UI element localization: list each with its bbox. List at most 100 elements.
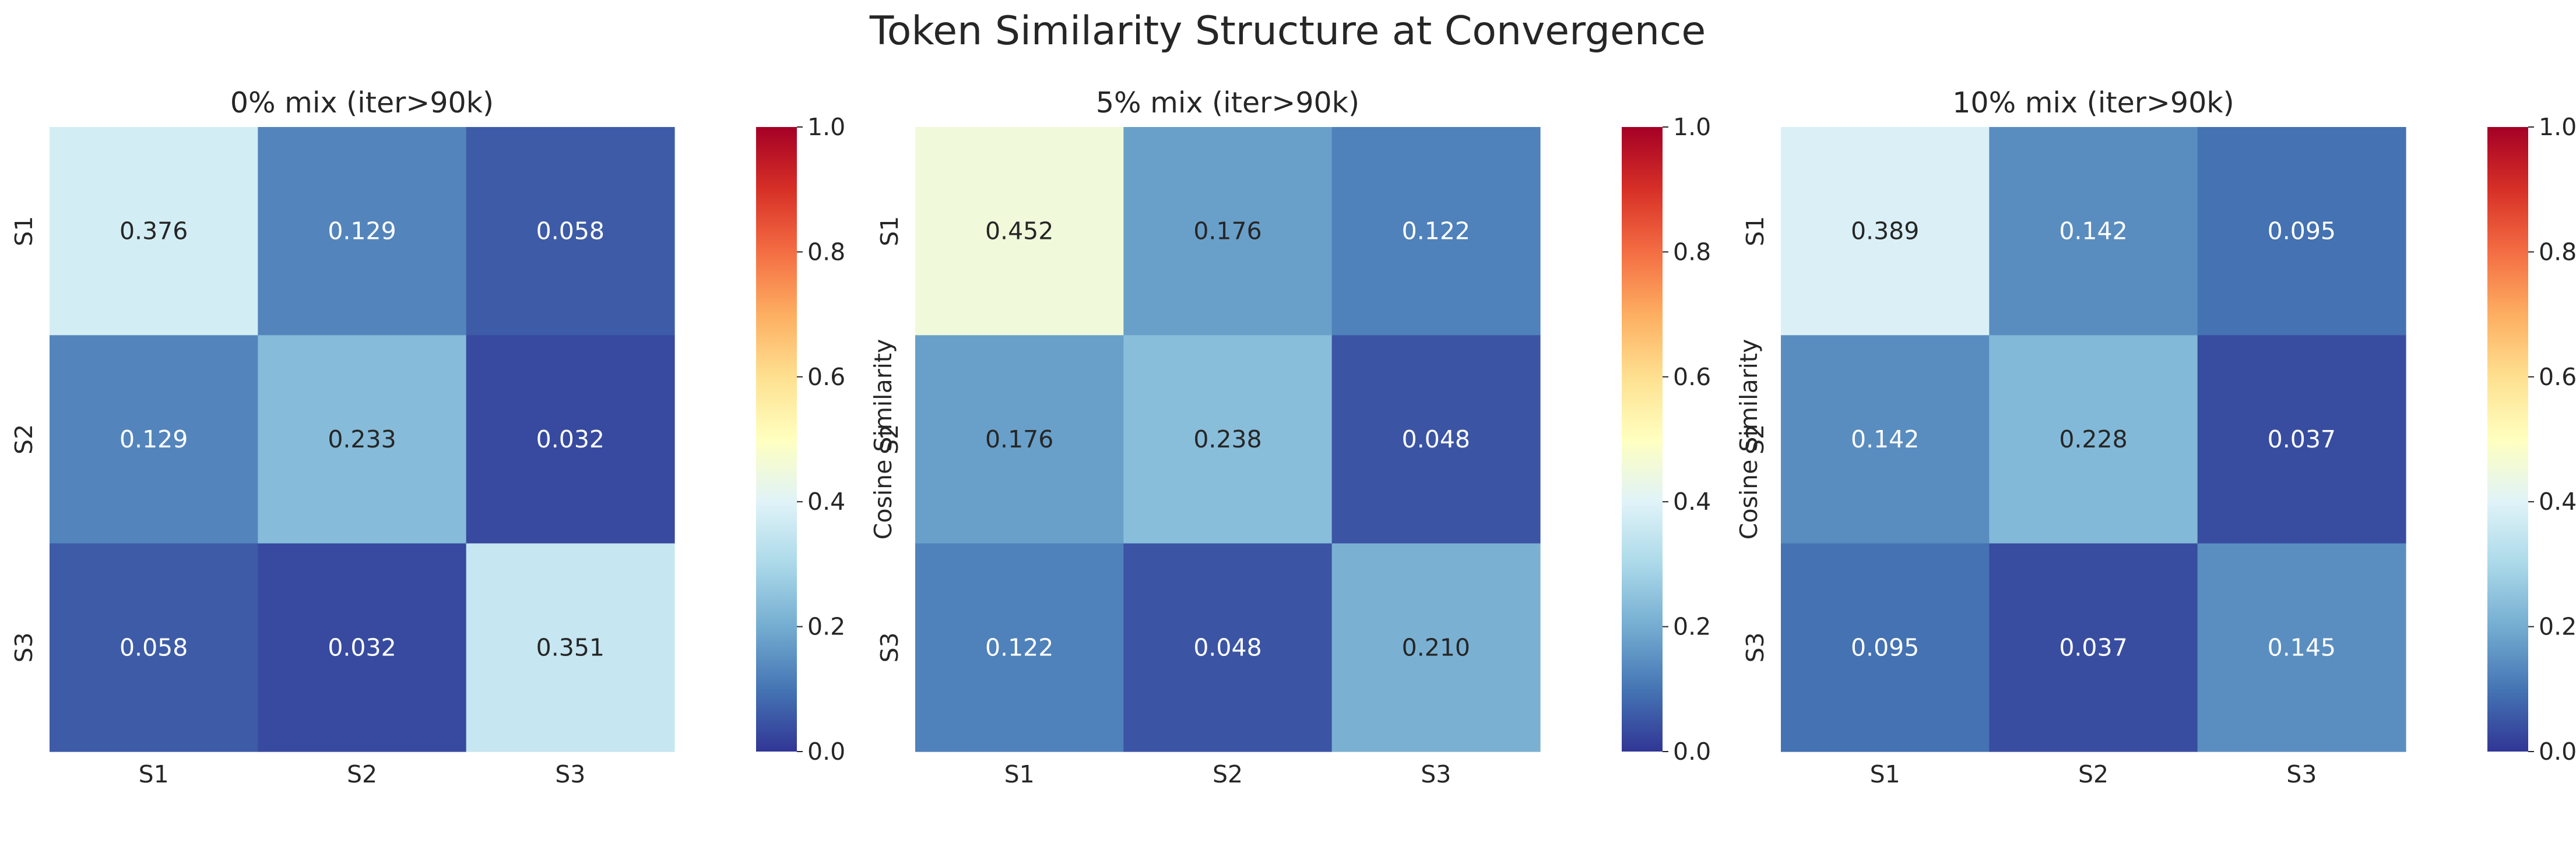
cell-value-label: 0.233 — [328, 425, 396, 453]
colorbar-tick-label: 0.4 — [2539, 488, 2576, 516]
y-tick-label: S1 — [876, 216, 904, 246]
cell-value-label: 0.048 — [1193, 633, 1261, 661]
colorbar — [1622, 127, 1663, 752]
cell-value-label: 0.129 — [328, 217, 396, 245]
heatmap-cell — [50, 543, 258, 752]
cell-value-label: 0.210 — [1402, 633, 1470, 661]
heatmap-panels: 0% mix (iter>90k) 0.376 0.129 0.058 0.129 0.2… — [10, 86, 2576, 788]
x-tick-label: S3 — [2286, 760, 2317, 788]
colorbar-tick-label: 1.0 — [807, 113, 845, 141]
heatmap-cell — [1123, 335, 1333, 544]
colorbar-tick-label: 1.0 — [2539, 113, 2576, 141]
colorbar-tick-label: 0.0 — [2539, 738, 2576, 766]
panel-title: 10% mix (iter>90k) — [1952, 86, 2234, 119]
cell-value-label: 0.176 — [1193, 217, 1261, 245]
colorbar-label: Cosine Similarity — [1735, 339, 1763, 540]
heatmap-cell — [1989, 127, 2198, 336]
colorbar-tick-label: 0.2 — [1673, 613, 1711, 641]
cell-value-label: 0.351 — [536, 633, 605, 661]
heatmap-cell — [2197, 335, 2406, 544]
cell-value-label: 0.037 — [2268, 425, 2336, 453]
panel-title: 5% mix (iter>90k) — [1096, 86, 1359, 119]
x-tick-label: S2 — [1213, 760, 1243, 788]
colorbar-tick-label: 0.2 — [2539, 613, 2576, 641]
x-tick-label: S2 — [347, 760, 377, 788]
cell-value-label: 0.238 — [1193, 425, 1261, 453]
colorbar-tick-label: 0.0 — [1673, 738, 1711, 766]
colorbar-tick-label: 0.2 — [807, 613, 845, 641]
heatmap-cell — [2197, 543, 2406, 752]
y-tick-label: S1 — [10, 216, 38, 246]
heatmap-cell — [1989, 335, 2198, 544]
y-tick-label: S2 — [10, 424, 38, 454]
cell-value-label: 0.142 — [1851, 425, 1919, 453]
heatmap-cell — [50, 335, 258, 544]
colorbar-tick-label: 0.8 — [1673, 238, 1711, 266]
cell-value-label: 0.032 — [536, 425, 605, 453]
colorbar-tick-label: 0.8 — [2539, 238, 2576, 266]
cell-value-label: 0.095 — [2268, 217, 2336, 245]
x-tick-label: S2 — [2078, 760, 2108, 788]
colorbar — [2487, 127, 2528, 752]
x-tick-label: S1 — [1870, 760, 1900, 788]
heatmap-cell — [1331, 543, 1541, 752]
heatmap-cell — [258, 127, 467, 336]
colorbar-tick-label: 0.6 — [1673, 363, 1711, 391]
heatmap-cell — [258, 335, 467, 544]
heatmap-cell — [1331, 127, 1541, 336]
x-tick-label: S3 — [1421, 760, 1451, 788]
cell-value-label: 0.145 — [2268, 633, 2336, 661]
heatmap-cell — [466, 335, 675, 544]
cell-value-label: 0.037 — [2059, 633, 2127, 661]
cell-value-label: 0.389 — [1851, 217, 1919, 245]
colorbar-tick-label: 0.4 — [1673, 488, 1711, 516]
y-tick-label: S3 — [1741, 632, 1769, 662]
heatmap-cell — [1781, 335, 1990, 544]
colorbar-tick-label: 0.6 — [2539, 363, 2576, 391]
colorbar-label: Cosine Similarity — [869, 339, 897, 540]
heatmap-cell — [1989, 543, 2198, 752]
panel-title: 0% mix (iter>90k) — [230, 86, 494, 119]
heatmap-cell — [466, 543, 675, 752]
cell-value-label: 0.129 — [120, 425, 188, 453]
heatmap-cell — [258, 543, 467, 752]
cell-value-label: 0.376 — [120, 217, 188, 245]
colorbar-tick-label: 0.8 — [807, 238, 845, 266]
heatmap-cell — [1781, 127, 1990, 336]
heatmap-cell — [1331, 335, 1541, 544]
cell-value-label: 0.452 — [985, 217, 1053, 245]
cell-value-label: 0.032 — [328, 633, 396, 661]
heatmap-cell — [915, 127, 1124, 336]
heatmap-panel-2: 5% mix (iter>90k) 0.452 0.176 0.122 0.176 0.2… — [876, 86, 1763, 788]
y-tick-label: S1 — [1741, 216, 1769, 246]
cell-value-label: 0.095 — [1851, 633, 1919, 661]
cell-value-label: 0.122 — [985, 633, 1053, 661]
x-tick-label: S3 — [555, 760, 585, 788]
cell-value-label: 0.058 — [120, 633, 188, 661]
cell-value-label: 0.048 — [1402, 425, 1470, 453]
cell-value-label: 0.228 — [2059, 425, 2127, 453]
colorbar — [756, 127, 797, 752]
y-tick-label: S3 — [10, 632, 38, 662]
x-tick-label: S1 — [1004, 760, 1035, 788]
x-tick-label: S1 — [139, 760, 169, 788]
y-tick-label: S2 — [876, 424, 904, 454]
heatmap-cell — [915, 335, 1124, 544]
cell-value-label: 0.122 — [1402, 217, 1470, 245]
colorbar-tick-label: 0.6 — [807, 363, 845, 391]
y-tick-label: S2 — [1741, 424, 1769, 454]
heatmap-panel-1: 0% mix (iter>90k) 0.376 0.129 0.058 0.129 0.2… — [10, 86, 897, 788]
colorbar-tick-label: 1.0 — [1673, 113, 1711, 141]
y-tick-label: S3 — [876, 632, 904, 662]
heatmap-panel-3: 10% mix (iter>90k) 0.389 0.142 0.095 0.142 0.… — [1741, 86, 2576, 788]
heatmap-cell — [1123, 127, 1333, 336]
figure-title: Token Similarity Structure at Convergenc… — [869, 8, 1706, 54]
heatmap-cell — [1123, 543, 1333, 752]
colorbar-tick-label: 0.4 — [807, 488, 845, 516]
heatmap-cell — [915, 543, 1124, 752]
cell-value-label: 0.142 — [2059, 217, 2127, 245]
heatmap-cell — [50, 127, 258, 336]
heatmap-cell — [466, 127, 675, 336]
cell-value-label: 0.058 — [536, 217, 605, 245]
